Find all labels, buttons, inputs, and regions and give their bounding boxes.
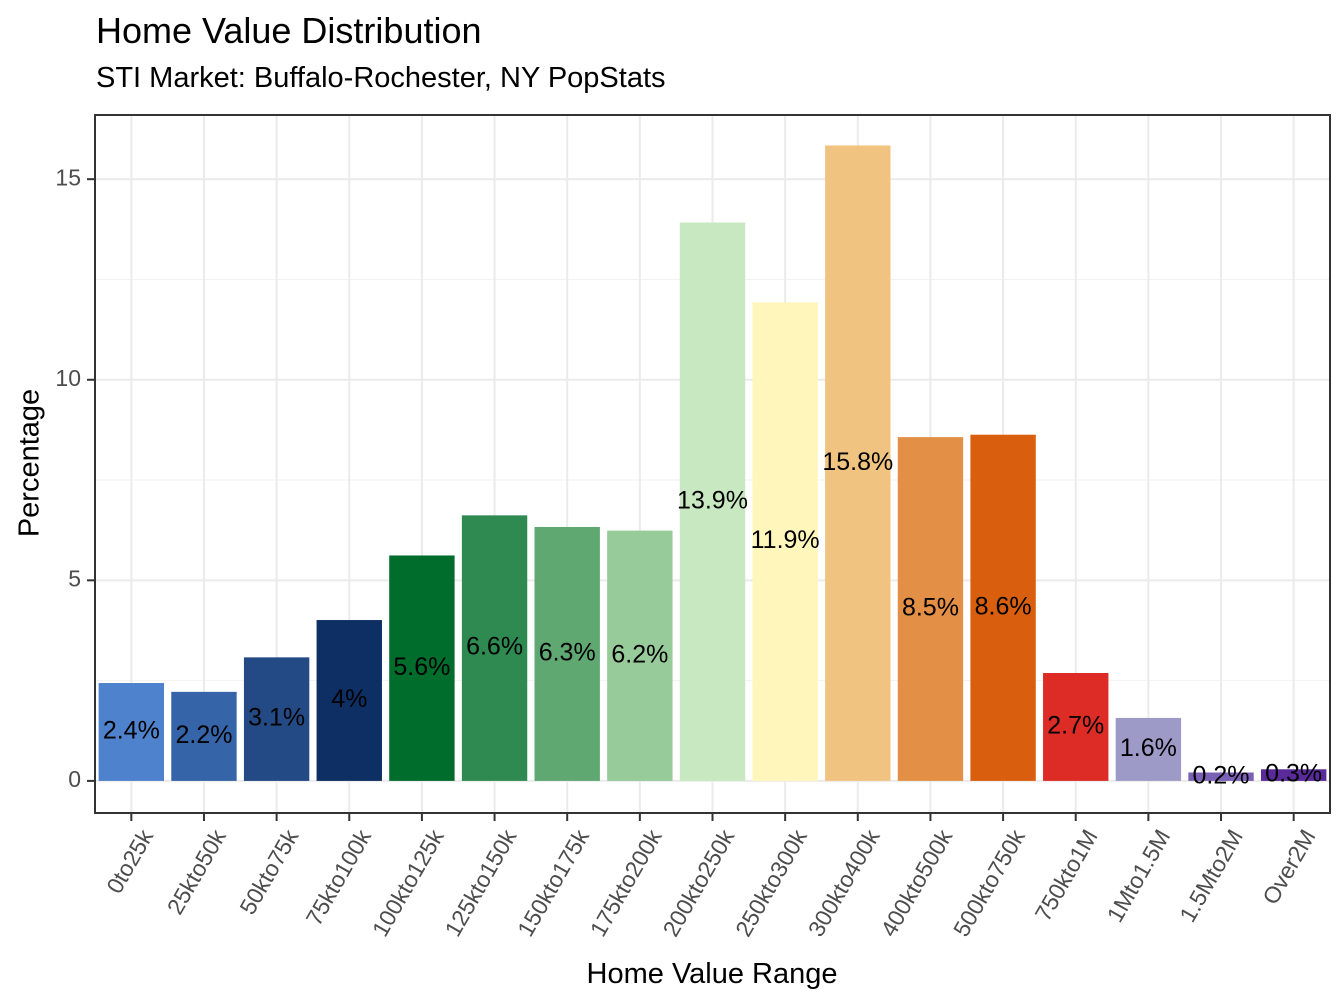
bar-value-label: 11.9% bbox=[751, 526, 820, 554]
x-axis-label: Home Value Range bbox=[586, 958, 838, 990]
x-tick-label: 250kto300k bbox=[730, 824, 812, 940]
bar bbox=[534, 526, 600, 781]
bar bbox=[679, 222, 746, 781]
bar-value-label: 6.3% bbox=[539, 639, 596, 667]
bar bbox=[98, 683, 165, 781]
bar bbox=[970, 434, 1036, 781]
bar-value-label: 6.2% bbox=[611, 640, 668, 668]
x-tick-label: 200kto250k bbox=[657, 824, 739, 940]
chart-title: Home Value Distribution bbox=[96, 10, 482, 51]
bar bbox=[243, 657, 310, 781]
chart-subtitle: STI Market: Buffalo-Rochester, NY PopSta… bbox=[96, 62, 666, 94]
x-tick-label: 500kto750k bbox=[948, 824, 1030, 940]
bar bbox=[389, 555, 455, 781]
bar-value-label: 2.2% bbox=[175, 721, 232, 749]
bar bbox=[1188, 772, 1254, 781]
x-tick-label: 1.5Mto2M bbox=[1174, 825, 1248, 927]
x-tick-label: 300kto400k bbox=[803, 824, 885, 940]
bar-value-label: 13.9% bbox=[677, 486, 748, 514]
bar bbox=[1260, 769, 1327, 781]
x-tick-label: 150kto175k bbox=[512, 824, 594, 940]
bar-value-label: 8.5% bbox=[902, 594, 959, 622]
bar bbox=[316, 620, 382, 781]
bar-value-label: 15.8% bbox=[822, 448, 893, 476]
bar-value-label: 6.6% bbox=[466, 633, 523, 661]
bar bbox=[1115, 717, 1182, 781]
x-tick-label: 125kto150k bbox=[439, 824, 521, 940]
bar bbox=[461, 515, 528, 781]
x-tick-label: 75kto100k bbox=[301, 824, 377, 929]
y-tick-label: 15 bbox=[55, 164, 81, 190]
x-tick-label: Over2M bbox=[1257, 825, 1320, 909]
x-tick-label: 400kto500k bbox=[875, 824, 957, 940]
bar-value-label: 2.4% bbox=[103, 717, 160, 745]
bar bbox=[607, 530, 673, 781]
x-tick-label: 25kto50k bbox=[162, 824, 231, 918]
bar bbox=[897, 437, 964, 781]
bar bbox=[171, 691, 237, 781]
bar bbox=[752, 302, 818, 781]
bar-value-label: 0.2% bbox=[1193, 761, 1250, 789]
bar-value-label: 4% bbox=[331, 685, 367, 713]
x-tick-label: 50kto75k bbox=[234, 824, 303, 918]
bar bbox=[825, 145, 891, 781]
bar-value-label: 2.7% bbox=[1047, 712, 1104, 740]
bar-value-label: 8.6% bbox=[975, 592, 1032, 620]
x-tick-label: 1Mto1.5M bbox=[1102, 825, 1176, 927]
bar-value-label: 0.3% bbox=[1265, 760, 1322, 788]
y-tick-label: 0 bbox=[68, 766, 81, 792]
x-tick-label: 100kto125k bbox=[367, 824, 449, 940]
x-tick-label: 175kto200k bbox=[585, 824, 667, 940]
x-tick-label: 0to25k bbox=[101, 824, 158, 897]
y-tick-label: 10 bbox=[55, 365, 81, 391]
y-tick-label: 5 bbox=[68, 565, 81, 591]
bar-value-label: 3.1% bbox=[248, 704, 305, 732]
x-tick-label: 750kto1M bbox=[1030, 825, 1103, 925]
bar bbox=[1043, 672, 1109, 781]
bar-value-label: 1.6% bbox=[1120, 734, 1177, 762]
bar-value-label: 5.6% bbox=[393, 653, 450, 681]
